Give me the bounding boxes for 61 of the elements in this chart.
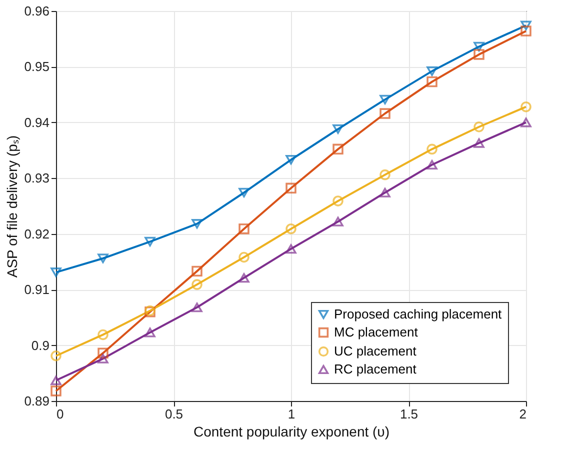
point (98, 329, 108, 340)
point (144, 328, 156, 338)
y-tick-label: 0.9 (31, 338, 50, 353)
point (426, 144, 438, 155)
x-tick-label: 1.5 (400, 406, 418, 422)
point (380, 169, 390, 180)
point (50, 376, 62, 386)
point (332, 196, 344, 206)
x-tick-label: 0 (56, 406, 64, 422)
point (520, 20, 532, 30)
point (238, 273, 250, 283)
point (50, 350, 62, 362)
x-tick-label: 1 (288, 406, 296, 422)
point (332, 216, 344, 226)
point (286, 223, 296, 234)
y-tick-label: 0.95 (24, 59, 50, 74)
point (192, 266, 202, 277)
point (380, 94, 390, 104)
point (332, 144, 344, 155)
x-axis-title: Content popularity exponent (υ) (194, 424, 390, 440)
point (426, 160, 438, 170)
point (474, 122, 484, 132)
point (332, 124, 344, 134)
point (144, 236, 156, 246)
point (426, 66, 438, 76)
legend-label: Proposed caching placement (334, 306, 502, 322)
point (520, 101, 532, 112)
point (474, 42, 484, 52)
point (474, 138, 484, 148)
point (380, 188, 390, 198)
y-tick-label: 0.91 (24, 282, 50, 298)
legend-label: MC placement (334, 324, 418, 340)
y-tick-label: 0.96 (24, 4, 50, 18)
point (98, 354, 108, 364)
x-tick-label: 0.5 (164, 406, 184, 422)
point (286, 154, 296, 165)
y-tick-label: 0.94 (24, 114, 50, 130)
point (192, 219, 202, 229)
legend-label: UC placement (334, 344, 417, 358)
point (98, 348, 108, 358)
point (520, 26, 532, 36)
point (238, 223, 250, 234)
y-axis-title: ASP of file delivery (pₛ) (4, 135, 20, 278)
y-tick-label: 0.93 (24, 170, 50, 186)
point (426, 76, 438, 88)
point (286, 182, 296, 194)
point (380, 108, 390, 119)
point (238, 188, 250, 198)
y-tick-label: 0.89 (24, 394, 50, 408)
point (50, 386, 62, 396)
point (238, 252, 250, 263)
point (192, 302, 202, 312)
y-tick-label: 0.92 (24, 226, 50, 242)
point (192, 279, 202, 290)
point (474, 49, 484, 60)
point (98, 254, 108, 264)
x-tick-label: 2 (519, 406, 526, 422)
legend-label: RC placement (334, 362, 417, 376)
point (286, 244, 296, 254)
point (520, 118, 532, 128)
point (50, 268, 62, 278)
